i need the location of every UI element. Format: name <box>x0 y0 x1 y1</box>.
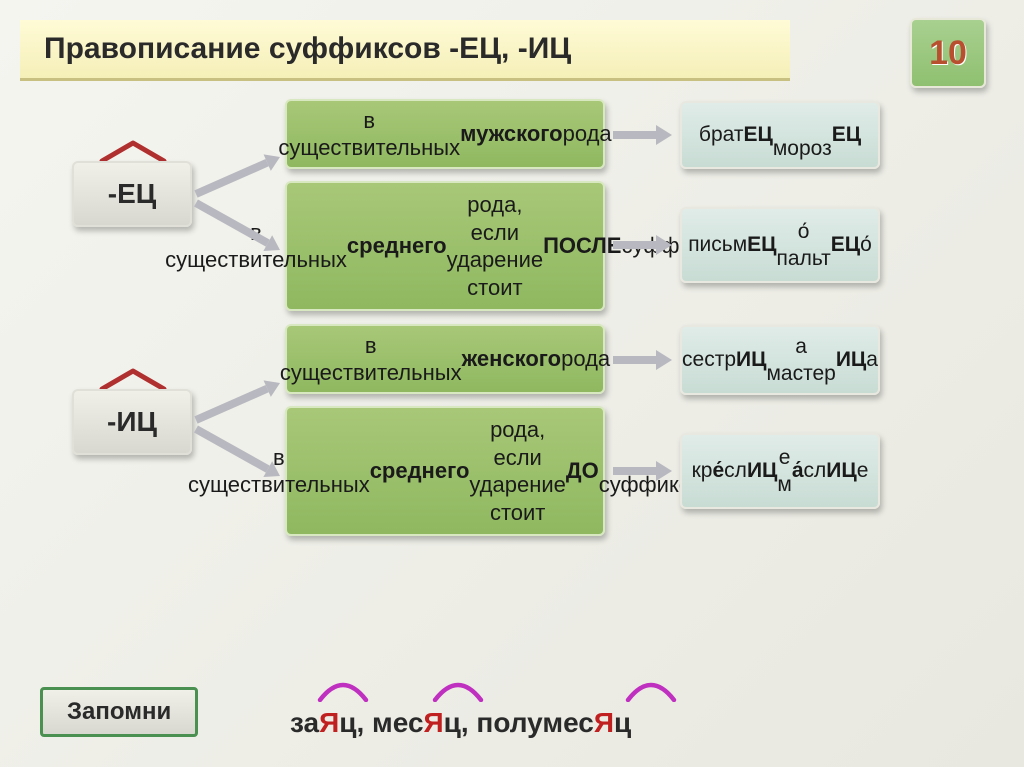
suffix-its: -ИЦ <box>72 389 192 455</box>
suffix-arc-icon <box>624 676 678 707</box>
arrow-icon <box>611 458 674 484</box>
arrow-icon <box>611 347 674 373</box>
page-title: Правописание суффиксов -ЕЦ, -ИЦ <box>44 32 571 65</box>
arrow-icon <box>192 195 284 265</box>
example-box-3: сестрИЦамастерИЦа <box>680 325 880 395</box>
rule-box-2: в существительныхсреднего рода, еслиудар… <box>285 181 605 311</box>
remember-box: Запомни <box>40 687 198 737</box>
exception-words: заЯц, месЯц, полумесЯц <box>290 707 631 739</box>
highlighted-letter: Я <box>424 707 444 738</box>
suffix-arc-icon <box>316 676 370 707</box>
example-box-2: письмЕЦо́пальтЕЦо́ <box>680 207 880 283</box>
example-box-1: братЕЦморозЕЦ <box>680 101 880 169</box>
arrow-icon <box>611 122 674 148</box>
rule-box-4: в существительныхсреднего рода, еслиудар… <box>285 406 605 536</box>
arrow-icon <box>192 421 284 491</box>
highlighted-letter: Я <box>594 707 614 738</box>
arrow-icon <box>611 232 674 258</box>
page-number-badge: 10 <box>910 18 986 88</box>
suffix-arc-icon <box>431 676 485 707</box>
suffix-ets: -ЕЦ <box>72 161 192 227</box>
title-bar: Правописание суффиксов -ЕЦ, -ИЦ <box>20 20 790 81</box>
slide: Правописание суффиксов -ЕЦ, -ИЦ 10 -ЕЦ -… <box>0 0 1024 767</box>
rule-box-1: в существительныхмужского рода <box>285 99 605 169</box>
highlighted-letter: Я <box>319 707 339 738</box>
example-box-4: кре́слИЦема́слИЦе <box>680 433 880 509</box>
rule-box-3: в существительныхженского рода <box>285 324 605 394</box>
